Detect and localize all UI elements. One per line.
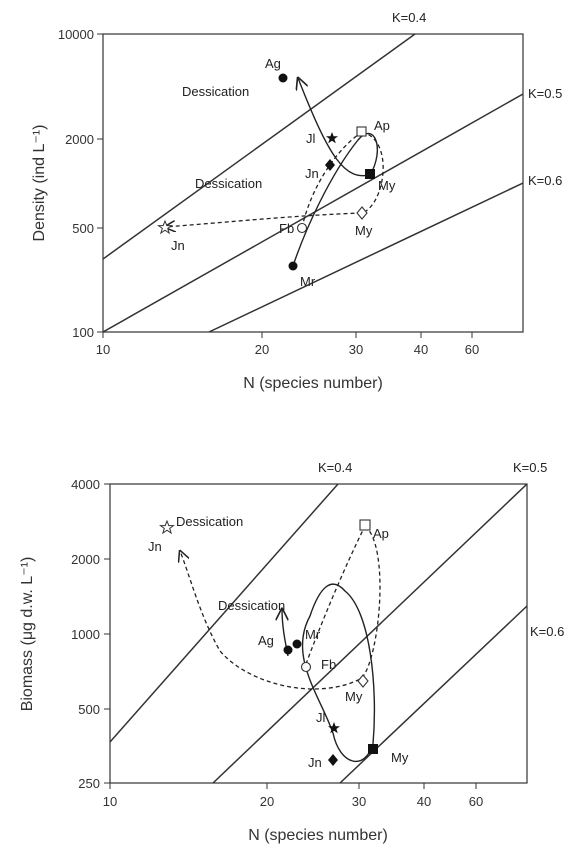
y-tick-label: 250 (78, 776, 100, 791)
annotation-dessication: Dessication (176, 514, 243, 529)
x-tick-label: 20 (260, 794, 274, 809)
marker-ap (359, 519, 371, 531)
x-axis-label: N (species number) (243, 375, 383, 392)
y-tick-label: 10000 (58, 27, 94, 42)
annotation-dessication: Dessication (218, 598, 285, 613)
marker-jn-open (158, 519, 176, 535)
point-label: Fb (279, 221, 294, 236)
marker-mr (288, 261, 298, 271)
marker-ag (283, 645, 293, 655)
point-label: Mr (305, 627, 321, 642)
biomass-chart: K=0.4 K=0.5 K=0.6 Dessication Dessicatio… (19, 460, 564, 844)
x-axis-label: N (species number) (248, 827, 388, 844)
marker-my-filled (365, 169, 375, 179)
k-label: K=0.5 (528, 86, 562, 101)
marker-jl (328, 722, 340, 734)
annotation-dessication: Dessication (182, 84, 249, 99)
x-tick-label: 30 (352, 794, 366, 809)
marker-jn-open (156, 219, 174, 235)
marker-jn (325, 159, 335, 171)
k-label: K=0.5 (513, 460, 547, 475)
y-tick-label: 500 (78, 702, 100, 717)
y-axis: 10000 2000 500 100 (58, 27, 103, 340)
point-label: Ap (374, 118, 390, 133)
marker-fb (300, 661, 312, 673)
point-label: Jn (171, 238, 185, 253)
marker-jl (326, 132, 338, 144)
density-chart: K=0.4 K=0.5 K=0.6 Dessication Dessicatio… (31, 10, 562, 392)
point-label: Jn (308, 755, 322, 770)
annotation-dessication: Dessication (195, 176, 262, 191)
x-tick-label: 60 (469, 794, 483, 809)
x-axis: 10 20 30 40 60 (96, 332, 479, 357)
point-label: Jn (305, 166, 319, 181)
point-label: Jn (148, 539, 162, 554)
x-tick-label: 10 (103, 794, 117, 809)
k-line-0.6 (208, 182, 523, 332)
y-tick-label: 2000 (65, 132, 94, 147)
y-tick-label: 2000 (71, 552, 100, 567)
k-line-0.6 (339, 605, 527, 783)
marker-ag (278, 73, 288, 83)
marker-my-filled (368, 744, 378, 754)
point-label: Ag (265, 56, 281, 71)
trajectory-solid (301, 583, 376, 762)
x-tick-label: 10 (96, 342, 110, 357)
y-axis: 4000 2000 1000 500 250 (71, 477, 110, 791)
k-line-0.5 (212, 484, 527, 783)
x-tick-label: 20 (255, 342, 269, 357)
x-tick-label: 60 (465, 342, 479, 357)
marker-mr (292, 639, 302, 649)
y-axis-label: Biomass (μg d.w. L⁻¹) (19, 557, 36, 712)
k-label: K=0.4 (318, 460, 352, 475)
k-line-0.5 (103, 93, 523, 332)
y-tick-label: 1000 (71, 627, 100, 642)
point-label: Ap (373, 526, 389, 541)
point-label: My (391, 750, 409, 765)
y-tick-label: 500 (72, 221, 94, 236)
point-label: Mr (300, 274, 316, 289)
k-line-0.4 (110, 484, 339, 743)
point-label: Fb (321, 657, 336, 672)
y-tick-label: 4000 (71, 477, 100, 492)
y-axis-label: Density (ind L⁻¹) (31, 125, 48, 242)
point-label: My (355, 223, 373, 238)
x-axis: 10 20 30 40 60 (103, 783, 483, 809)
point-label: Ag (258, 633, 274, 648)
k-label: K=0.6 (528, 173, 562, 188)
k-line-0.4 (103, 34, 416, 260)
k-label: K=0.4 (392, 10, 426, 25)
k-label: K=0.6 (530, 624, 564, 639)
marker-jn (328, 754, 338, 766)
marker-ap (356, 126, 367, 137)
x-tick-label: 40 (417, 794, 431, 809)
trajectory-dashed-top (305, 525, 366, 665)
trajectory-dashed (165, 131, 384, 227)
point-label: Jl (316, 710, 326, 725)
point-label: My (378, 178, 396, 193)
marker-my-open (356, 206, 368, 220)
y-tick-label: 100 (72, 325, 94, 340)
x-tick-label: 40 (414, 342, 428, 357)
marker-fb (296, 222, 308, 234)
marker-my-open (357, 674, 369, 688)
point-label: Jl (306, 131, 316, 146)
point-label: My (345, 689, 363, 704)
x-tick-label: 30 (349, 342, 363, 357)
